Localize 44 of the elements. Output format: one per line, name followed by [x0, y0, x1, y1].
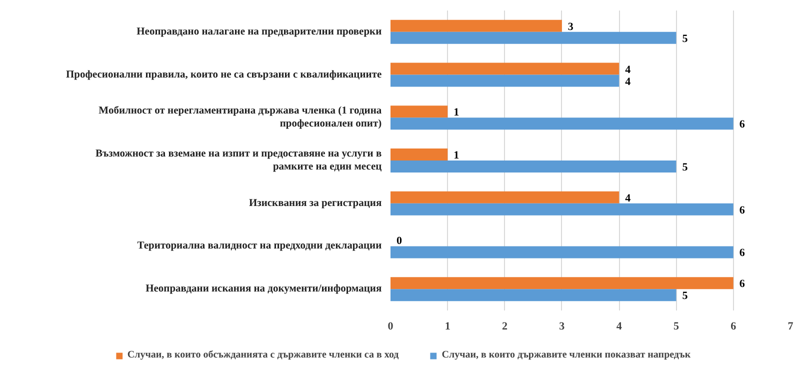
y-tick-label: Териториална валидност на предходни декларации — [137, 240, 382, 252]
data-label: 6 — [739, 247, 746, 260]
x-tick-label: 1 — [444, 320, 450, 332]
x-tick-label: 0 — [388, 320, 394, 332]
y-tick-label: Неоправдани искания на документи/информация — [146, 284, 382, 295]
legend-label: Случаи, в които държавите членки показват напредък — [442, 350, 691, 360]
legend-label: Случаи, в които обсъжданията с държавите членки са в ход — [127, 350, 399, 360]
y-tick-label: Професионални правила, които не са свързани с квалификациите — [66, 69, 382, 80]
y-tick-label: Изисквания за регистрация — [248, 198, 382, 209]
x-tick-label: 7 — [788, 320, 794, 332]
bar — [390, 74, 620, 87]
bar — [390, 191, 620, 204]
bar — [390, 32, 676, 44]
bar — [390, 246, 734, 258]
data-label: 6 — [739, 278, 746, 290]
x-tick-label: 4 — [616, 320, 622, 332]
bar — [390, 62, 620, 75]
y-tick-label: Неоправдано налагане на предварителни проверки — [136, 26, 382, 38]
data-label: 4 — [625, 76, 632, 88]
bar — [390, 118, 734, 130]
data-label: 5 — [682, 32, 688, 45]
data-label: 6 — [739, 204, 746, 216]
y-tick-label: Възможност за вземане на изпит и предоставяне на услуги в рамките на един месец — [96, 148, 382, 173]
data-label: 0 — [396, 235, 402, 248]
bar — [390, 203, 734, 216]
bar — [390, 106, 448, 118]
x-tick-label: 3 — [559, 320, 566, 332]
bar — [390, 289, 676, 302]
y-tick-label: Мобилност от нерегламентирана държава членка (1 година професионален опит) — [98, 106, 382, 130]
x-tick-label: 6 — [730, 320, 737, 332]
data-label: 1 — [454, 106, 460, 119]
bar — [390, 148, 448, 160]
data-label: 3 — [568, 20, 574, 33]
data-label: 4 — [625, 64, 632, 76]
data-label: 5 — [682, 290, 688, 302]
bar — [390, 160, 676, 172]
x-tick-label: 5 — [673, 320, 680, 332]
data-label: 5 — [682, 162, 688, 174]
bar — [390, 277, 734, 290]
x-tick-label: 2 — [502, 320, 508, 332]
data-label: 4 — [625, 192, 632, 204]
bar — [390, 20, 562, 32]
data-label: 6 — [739, 118, 746, 131]
data-label: 1 — [454, 150, 460, 162]
